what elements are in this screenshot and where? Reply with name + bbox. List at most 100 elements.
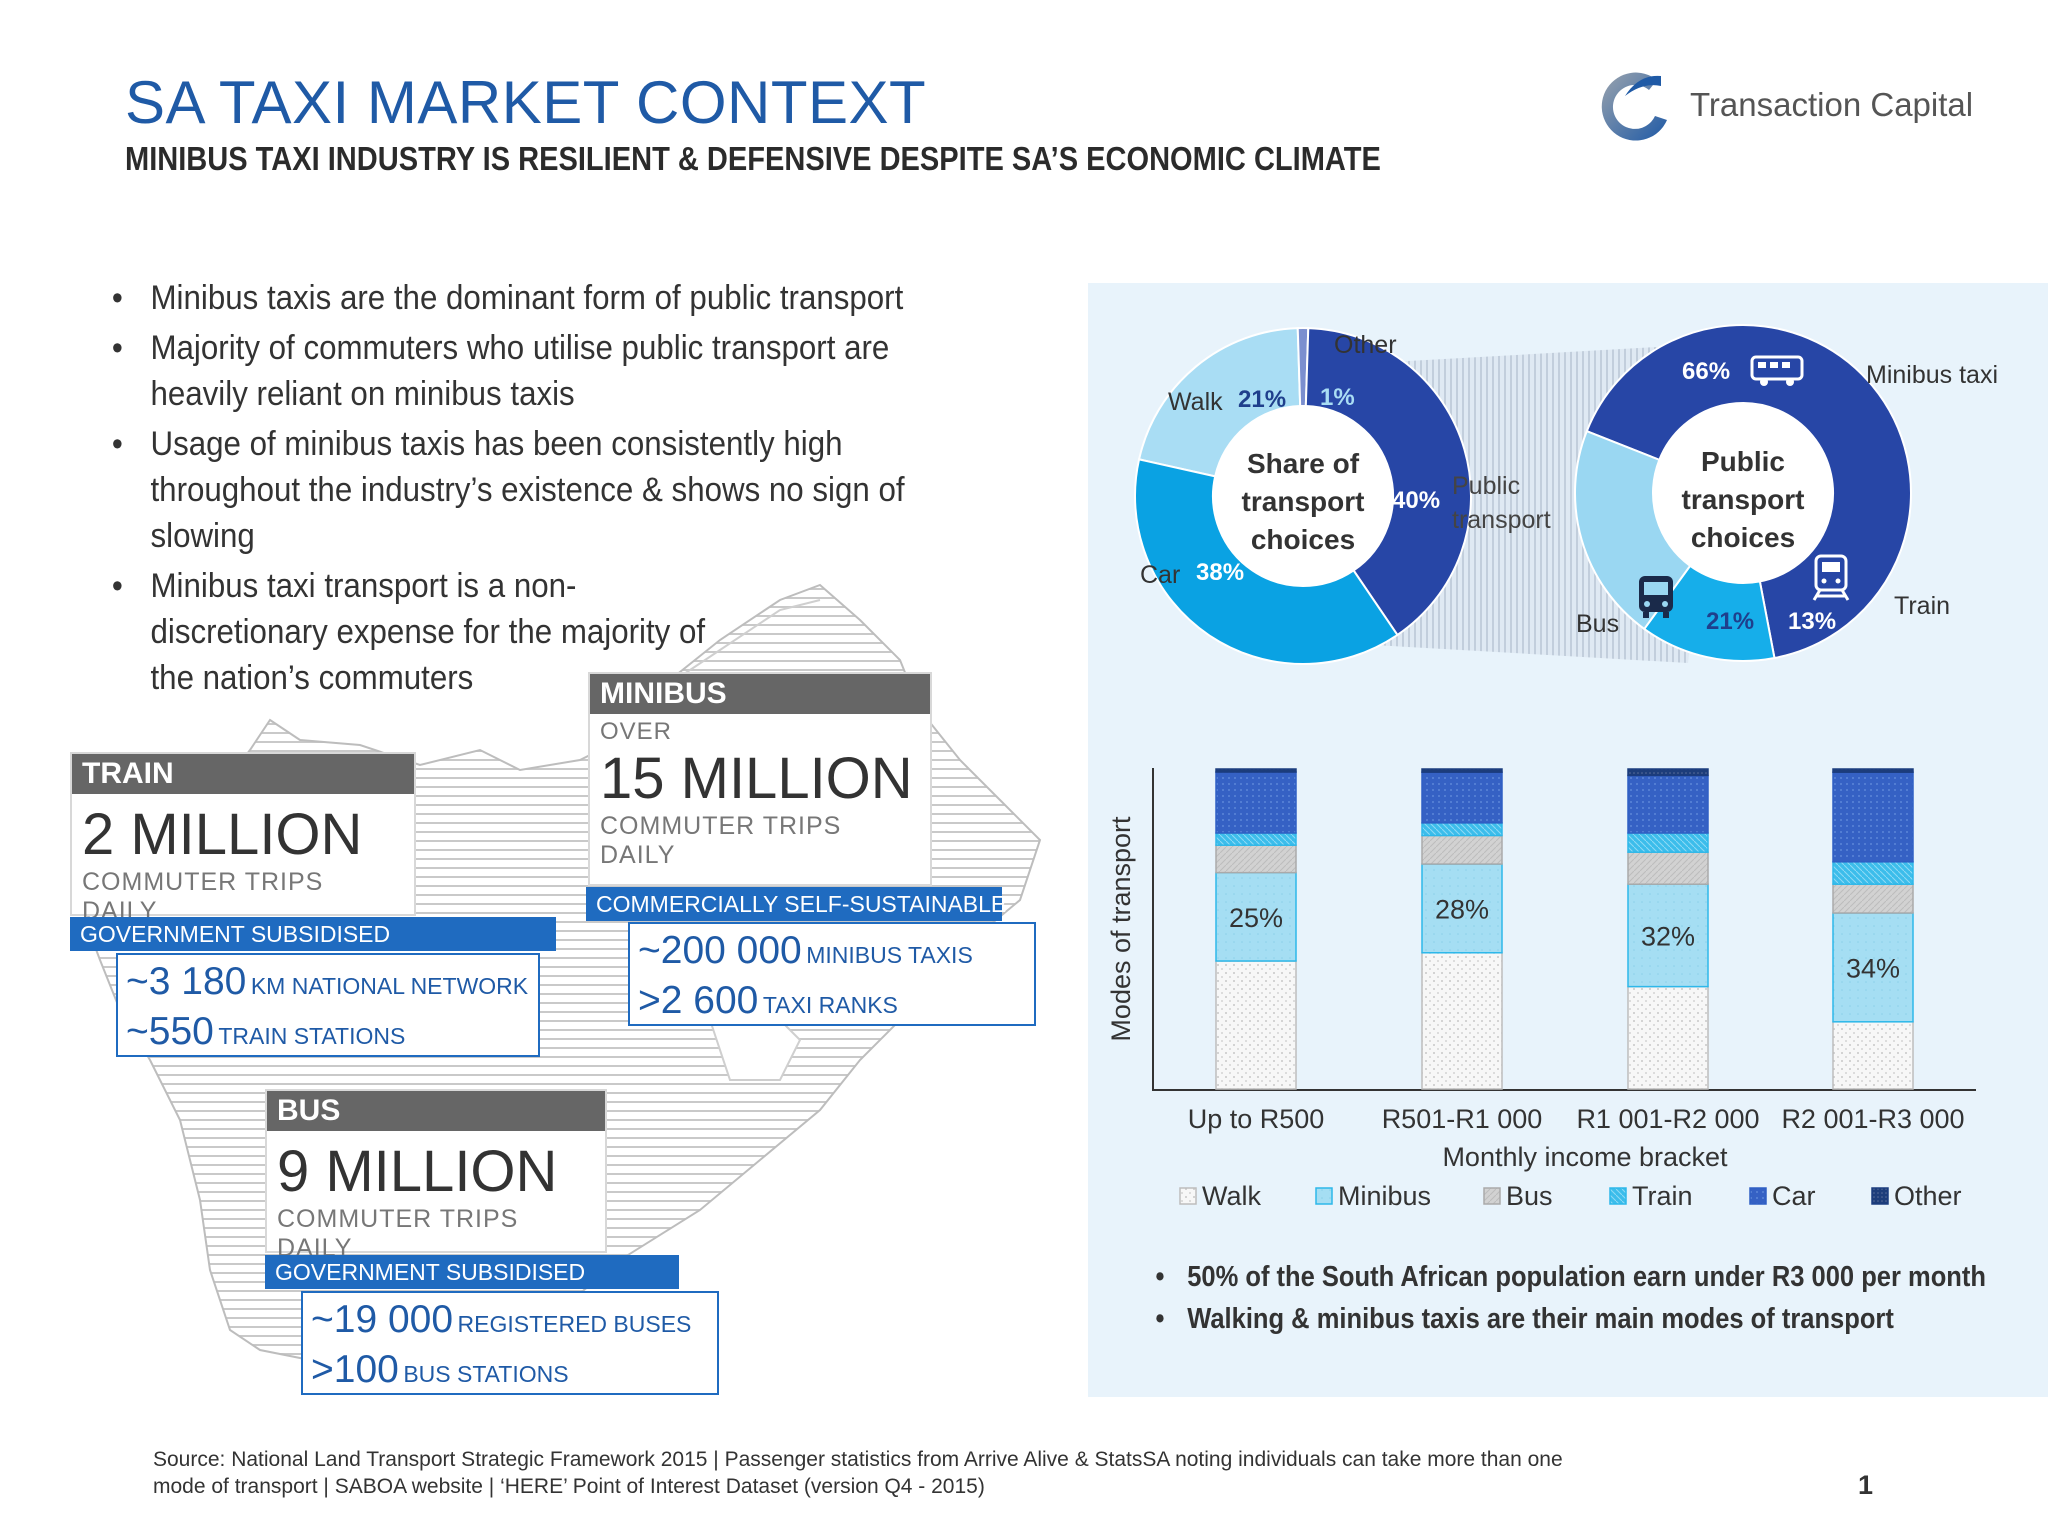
donut2-category-bus: Bus	[1576, 610, 1619, 638]
bus-icon	[1639, 576, 1673, 618]
bar-bus-2	[1627, 851, 1709, 885]
minibus-sustainable-band: COMMERCIALLY SELF-SUSTAINABLE	[586, 887, 1006, 921]
bar-minibus-label-3: 34%	[1846, 953, 1900, 983]
train-card: TRAIN 2 MILLION COMMUTER TRIPS DAILY	[70, 752, 416, 925]
train-stations-value: ~550	[126, 1010, 214, 1053]
donut1-category-walk: Walk	[1168, 388, 1223, 416]
train-icon	[1812, 554, 1850, 601]
legend-label-minibus: Minibus	[1338, 1181, 1431, 1211]
donut1-label-walk: 21%	[1238, 386, 1286, 413]
train-trips-value: 2 MILLION	[82, 802, 363, 867]
donut2-title-line3: choices	[1691, 522, 1795, 553]
page-subtitle: MINIBUS TAXI INDUSTRY IS RESILIENT & DEF…	[125, 140, 1381, 177]
minibus-stats-box: ~200 000 MINIBUS TAXIS >2 600 TAXI RANKS	[628, 922, 1036, 1026]
minibus-taxis-unit: MINIBUS TAXIS	[806, 942, 973, 968]
bar-other-0	[1215, 768, 1297, 773]
minibus-card-header: MINIBUS	[590, 674, 930, 714]
bar-x-tick-1: R501-R1 000	[1382, 1104, 1543, 1134]
bar-x-tick-2: R1 001-R2 000	[1576, 1104, 1759, 1134]
bar-train-0	[1215, 832, 1297, 846]
bar-other-3	[1832, 768, 1914, 773]
bar-other-2	[1627, 768, 1709, 777]
donut2-category-train: Train	[1894, 592, 1950, 620]
company-logo	[1601, 72, 1667, 141]
legend-swatch-walk	[1179, 1187, 1197, 1205]
bar-car-0	[1215, 771, 1297, 834]
legend-swatch-bus	[1483, 1187, 1501, 1205]
legend-swatch-minibus	[1315, 1187, 1333, 1205]
train-network-value: ~3 180	[126, 960, 247, 1003]
donut2-label-bus: 21%	[1706, 608, 1754, 635]
donut1-label-public: 40%	[1392, 487, 1440, 514]
donut-public-transport	[1574, 324, 1912, 662]
train-stations-unit: TRAIN STATIONS	[218, 1023, 406, 1049]
bar-car-1	[1421, 771, 1503, 824]
donut2-hole	[1653, 403, 1833, 583]
legend-label-car: Car	[1772, 1181, 1816, 1211]
bus-registered-unit: REGISTERED BUSES	[457, 1311, 692, 1337]
list-item: Usage of minibus taxis has been consiste…	[110, 421, 938, 559]
donut1-title-line1: Share of	[1247, 448, 1360, 479]
bar-x-axis-label: Monthly income bracket	[1442, 1142, 1728, 1172]
donut1-category-other: Other	[1334, 331, 1397, 359]
train-stats-box: ~3 180 KM NATIONAL NETWORK ~550 TRAIN ST…	[116, 953, 540, 1057]
minibus-trips-value: 15 MILLION	[600, 746, 913, 811]
bar-legend: Walk Minibus Bus Train Car Other	[1179, 1181, 1962, 1211]
legend-label-walk: Walk	[1202, 1181, 1261, 1211]
bus-trips-value: 9 MILLION	[277, 1139, 558, 1204]
bar-minibus-label-2: 32%	[1641, 921, 1695, 951]
legend-swatch-train	[1609, 1187, 1627, 1205]
minibus-icon	[1750, 355, 1804, 386]
train-network-unit: KM NATIONAL NETWORK	[250, 973, 529, 999]
bar-walk-1	[1421, 952, 1503, 1090]
page-number: 1	[1858, 1470, 1874, 1500]
bar-bus-1	[1421, 834, 1503, 865]
bar-y-axis-label: Modes of transport	[1106, 816, 1136, 1042]
minibus-over-label: OVER	[600, 718, 673, 745]
bar-minibus-label-0: 25%	[1229, 903, 1283, 933]
bus-subsidy-band: GOVERNMENT SUBSIDISED	[265, 1255, 679, 1289]
logo-text: Transaction Capital	[1690, 86, 1974, 123]
donut2-category-minibus: Minibus taxi	[1866, 361, 1998, 389]
bar-minibus-label-1: 28%	[1435, 894, 1489, 924]
bar-bus-0	[1215, 844, 1297, 874]
charts-svg: Share of transport choices Walk Other Ca…	[1106, 324, 1998, 1211]
list-item: Minibus taxi transport is a non-discreti…	[110, 563, 739, 701]
legend-swatch-car	[1749, 1187, 1767, 1205]
bar-minibus-1	[1421, 863, 1503, 954]
donut1-category-public-line2: transport	[1452, 506, 1551, 534]
train-card-header: TRAIN	[72, 754, 414, 794]
bus-stations-unit: BUS STATIONS	[403, 1361, 569, 1387]
legend-label-train: Train	[1632, 1181, 1693, 1211]
bar-train-2	[1627, 832, 1709, 853]
bus-stations-value: >100	[311, 1348, 399, 1391]
legend-swatch-other	[1871, 1187, 1889, 1205]
donut2-label-minibus: 66%	[1682, 358, 1730, 385]
bar-minibus-0	[1215, 871, 1297, 962]
donut2-title-line1: Public	[1701, 446, 1785, 477]
legend-label-bus: Bus	[1506, 1181, 1553, 1211]
donut1-title-line3: choices	[1251, 524, 1355, 555]
bar-train-1	[1421, 822, 1503, 837]
donut2-title-line2: transport	[1682, 484, 1805, 515]
bus-card-header: BUS	[267, 1091, 605, 1131]
minibus-trips-label: COMMUTER TRIPS DAILY	[600, 812, 842, 869]
donut1-hole	[1213, 406, 1393, 586]
bar-x-tick-0: Up to R500	[1188, 1104, 1325, 1134]
donut1-title-line2: transport	[1242, 486, 1365, 517]
donut1-category-car: Car	[1140, 561, 1180, 589]
bus-card: BUS 9 MILLION COMMUTER TRIPS DAILY	[265, 1089, 607, 1262]
bar-car-3	[1832, 771, 1914, 863]
bar-other-1	[1421, 768, 1503, 773]
list-item: 50% of the South African population earn…	[1152, 1256, 1986, 1298]
bar-walk-2	[1627, 985, 1709, 1090]
source-note: Source: National Land Transport Strategi…	[153, 1448, 1563, 1498]
minibus-taxis-value: ~200 000	[638, 929, 802, 972]
list-item: Minibus taxis are the dominant form of p…	[110, 275, 938, 321]
list-item: Majority of commuters who utilise public…	[110, 325, 938, 417]
list-item: Walking & minibus taxis are their main m…	[1152, 1298, 1986, 1340]
donut1-label-car: 38%	[1196, 559, 1244, 586]
donut1-label-other: 1%	[1320, 384, 1355, 411]
taxi-ranks-value: >2 600	[638, 979, 759, 1022]
donut1-category-public-line1: Public	[1452, 472, 1520, 500]
